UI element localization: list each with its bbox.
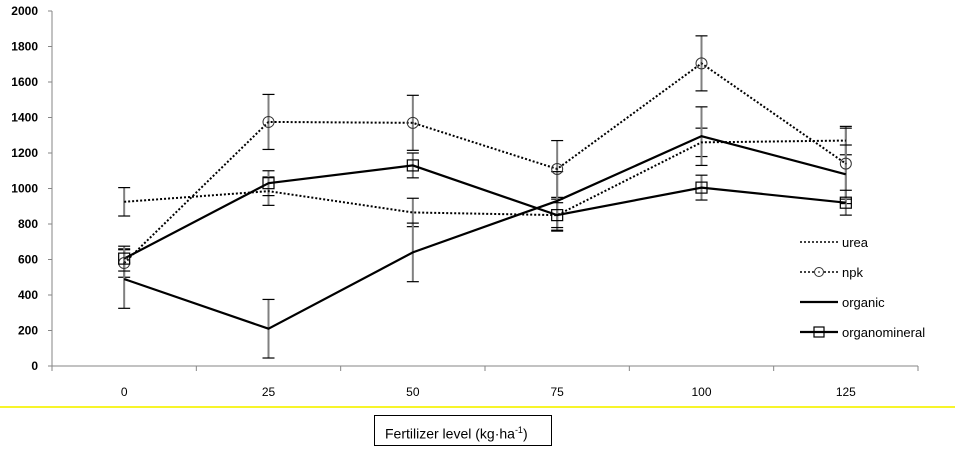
- data-point-center-npk: [700, 62, 703, 65]
- x-tick-label: 100: [691, 385, 711, 399]
- x-tick-label: 125: [836, 385, 856, 399]
- legend: urea npk organic organomineral: [800, 235, 925, 340]
- y-tick-label: 1000: [11, 182, 38, 196]
- x-tick-label: 50: [406, 385, 420, 399]
- data-point-center-npk: [844, 162, 847, 165]
- data-point-organomineral: [839, 196, 852, 209]
- data-point-center-npk: [123, 262, 126, 264]
- y-tick-label: 400: [18, 288, 38, 302]
- data-point-organomineral: [551, 209, 564, 222]
- data-point-center-npk: [411, 121, 414, 124]
- legend-label-organic: organic: [842, 295, 885, 310]
- legend-label-urea: urea: [842, 235, 869, 250]
- data-point-organomineral: [695, 181, 708, 194]
- y-tick-label: 1600: [11, 75, 38, 89]
- y-tick-label: 0: [31, 359, 38, 373]
- x-tick-label: 75: [550, 385, 564, 399]
- axes: 0 200 400 600 800 1000 1200 1400 1600 1800 2000 0 25…: [11, 4, 919, 399]
- data-point-npk: [695, 57, 708, 70]
- x-axis-title-close: ): [522, 425, 528, 442]
- y-tick-label: 1800: [11, 40, 38, 54]
- series-markers: [118, 57, 852, 270]
- series-line-urea: [124, 139, 846, 217]
- data-point-center-npk: [267, 121, 270, 123]
- y-tick-label: 600: [18, 253, 38, 267]
- data-point-organomineral: [262, 177, 275, 190]
- y-tick-label: 800: [18, 217, 38, 231]
- data-point-center-npk: [556, 168, 559, 170]
- data-point-organomineral: [406, 159, 419, 172]
- y-tick-label: 1400: [11, 111, 38, 125]
- x-tick-label: 0: [121, 385, 128, 399]
- data-point-npk: [406, 116, 419, 129]
- legend-label-organomineral: organomineral: [842, 325, 925, 340]
- legend-marker-center-npk: [818, 271, 820, 273]
- data-point-npk: [262, 115, 275, 128]
- x-axis-title-main: Fertilizer level (kg·ha: [385, 425, 515, 442]
- divider-line: [0, 406, 955, 408]
- x-axis-title: Fertilizer level (kg·ha-1): [374, 415, 552, 446]
- y-tick-label: 200: [18, 324, 38, 338]
- data-point-npk: [839, 157, 852, 170]
- y-tick-label: 1200: [11, 146, 38, 160]
- series-line-organomineral: [123, 164, 846, 260]
- x-axis-title-superscript: -1: [514, 425, 523, 435]
- series-line-organic: [123, 134, 847, 330]
- data-point-organomineral: [118, 252, 131, 265]
- series-lines: [123, 62, 847, 330]
- legend-marker-organomineral: [813, 326, 825, 338]
- y-tick-label: 2000: [11, 4, 38, 18]
- series-line-npk: [123, 62, 847, 264]
- error-bars: [118, 35, 852, 359]
- x-tick-label: 25: [262, 385, 276, 399]
- data-point-npk: [551, 162, 564, 175]
- legend-label-npk: npk: [842, 265, 863, 280]
